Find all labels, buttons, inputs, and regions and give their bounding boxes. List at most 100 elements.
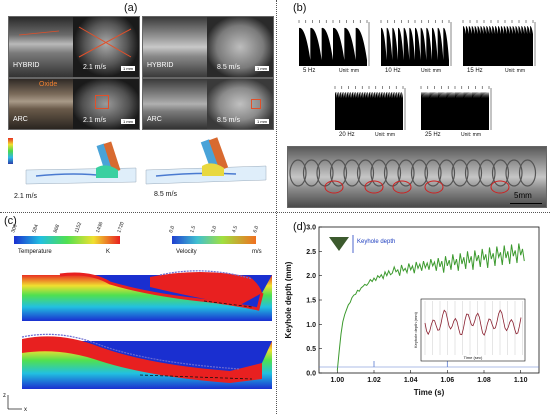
process-label: HYBRID: [147, 62, 174, 69]
keyhole-legend-label: Keyhole depth: [357, 239, 395, 245]
y-tick-label: 2.5: [306, 249, 316, 256]
inset-frame: [420, 298, 526, 362]
temperature-label: Temperature: [18, 249, 52, 255]
panel-a-label: (a): [124, 2, 138, 14]
melt-pool-simulation: 300 584 868 1152 1436 1720 Temperature K 0.0 1…: [3, 221, 272, 413]
frequency-label: 5 Hz: [303, 68, 315, 74]
velocity-unit: m/s: [252, 249, 262, 255]
weld-photo-hybrid-8-5: HYBRID 8.5 m/s 1 mm: [142, 16, 274, 78]
velocity-tick-label: 6.0: [252, 225, 260, 234]
y-tick-label: 0.0: [306, 371, 316, 378]
simulation-8-5: [145, 137, 267, 185]
scale-bar: 1 mm: [121, 66, 135, 71]
process-label: ARC: [13, 116, 28, 123]
scale-bar: 1 mm: [121, 119, 135, 124]
frequency-label: 25 Hz: [425, 132, 441, 138]
temperature-tick-label: 1720: [116, 221, 126, 234]
bead-ripple: [464, 159, 483, 187]
temperature-colorbar: [8, 138, 13, 164]
pore-marker: [364, 180, 384, 194]
bead-ripple: [289, 159, 307, 187]
velocity-tick-label: 3.0: [210, 225, 218, 234]
inset-y-label: Keyhole depth (mm): [413, 311, 418, 348]
velocity-tick-label: 4.5: [231, 225, 239, 234]
axis-z-label: z: [3, 393, 6, 399]
sim-speed-label-2: 8.5 m/s: [154, 191, 177, 198]
scale-bar: 1 mm: [255, 66, 269, 71]
melt-pool-upper: [22, 270, 272, 321]
panel-a: (a) HYBRID 2.1 m/s 1 mm HYBRID 8.5 m/s 1…: [0, 0, 276, 212]
keyhole-legend: Keyhole depth: [329, 235, 395, 253]
deposit-profile: [299, 27, 367, 66]
temperature-tick-label: 868: [53, 224, 62, 234]
x-tick-label: 1.08: [477, 377, 491, 384]
axis-x-label: x: [24, 407, 27, 413]
y-tick-label: 3.0: [306, 225, 316, 232]
bead-ripple: [505, 159, 523, 187]
speed-label: 2.1 m/s: [83, 117, 106, 124]
bead-ripple: [410, 159, 429, 187]
pore-marker: [424, 180, 444, 194]
pore-marker: [392, 180, 412, 194]
x-tick-label: 1.10: [514, 377, 528, 384]
frequency-label: 15 Hz: [467, 68, 483, 74]
bead-ripple: [491, 159, 510, 187]
unit-label: Unit: mm: [375, 132, 395, 138]
pore-marker: [490, 180, 510, 194]
temperature-tick-label: 584: [31, 224, 40, 234]
series-line: [336, 243, 525, 371]
speed-label: 8.5 m/s: [217, 64, 240, 71]
scale-bar: 1 mm: [255, 119, 269, 124]
temperature-unit: K: [106, 249, 110, 255]
weld-photo-arc-8-5: ARC 8.5 m/s 1 mm: [142, 78, 274, 130]
bead-ripple: [518, 159, 537, 187]
frequency-profile-5: 25 Hz Unit: mm: [420, 86, 492, 138]
bead-ripple: [424, 159, 442, 187]
inset-x-label: Time (sec): [464, 355, 483, 360]
process-label: ARC: [147, 116, 162, 123]
unit-label: Unit: mm: [461, 132, 481, 138]
y-tick-label: 2.0: [306, 273, 316, 280]
oxide-annotation: Oxide: [39, 81, 58, 88]
simulation-panel: 2.1 m/s 8.5 m/s: [8, 137, 267, 200]
x-tick-label: 1.00: [331, 377, 345, 384]
panel-c-label: (c): [4, 215, 17, 227]
bead-ripple: [329, 159, 348, 187]
melt-pool-lower: [21, 333, 272, 389]
unit-label: Unit: mm: [505, 68, 525, 74]
x-tick-label: 1.02: [367, 377, 381, 384]
keyhole-depth-chart: 1.00 1.02 1.04 1.06 1.08 1.10 0.0 0.5 1.0 1.5 2.0 2…: [284, 225, 540, 397]
frequency-profile-2: 10 Hz Unit: mm: [380, 20, 452, 74]
frequency-label: 10 Hz: [385, 68, 401, 74]
unit-label: Unit: mm: [339, 68, 359, 74]
annotation-lines: [18, 26, 132, 58]
velocity-colorbar: 0.0 1.5 3.0 4.5 6.0 Velocity m/s: [168, 225, 261, 255]
panel-b: (b) 5 Hz Unit: mm 10 Hz Unit: mm 15 Hz Unit: …: [277, 0, 550, 212]
temperature-tick-label: 1152: [74, 221, 83, 233]
x-tick-label: 1.04: [404, 377, 418, 384]
pore-marker: [324, 180, 344, 194]
bead-ripple: [451, 159, 469, 187]
panel-d: (d) 1.00 1.02 1.04 1.06 1.08 1.10 0.0 0.5 1.0 1.5…: [277, 213, 550, 414]
bead-ripple: [383, 159, 402, 187]
vertical-divider: [276, 0, 277, 414]
y-tick-label: 1.0: [306, 322, 316, 329]
deposit-profile: [463, 26, 533, 66]
horizontal-divider: [0, 212, 550, 213]
y-tick-label: 1.5: [306, 298, 316, 305]
speed-label: 8.5 m/s: [217, 117, 240, 124]
frequency-label: 20 Hz: [339, 132, 355, 138]
speed-label: 2.1 m/s: [83, 64, 106, 71]
x-axis-label: Time (s): [414, 388, 445, 397]
frequency-profile-1: 5 Hz Unit: mm: [298, 20, 370, 74]
bead-ripple: [397, 159, 415, 187]
panel-c: (c) 300 5: [0, 213, 276, 414]
temperature-colorbar: 300 584 868 1152 1436 1720 Temperature K: [10, 221, 126, 255]
velocity-tick-label: 1.5: [189, 225, 197, 234]
frequency-profiles: 5 Hz Unit: mm 10 Hz Unit: mm 15 Hz Unit: mm20…: [298, 20, 536, 138]
sim-speed-label-1: 2.1 m/s: [14, 193, 37, 200]
bead-ripple: [478, 159, 496, 187]
panel-b-label: (b): [293, 2, 307, 14]
inset-series-line: [424, 309, 522, 336]
